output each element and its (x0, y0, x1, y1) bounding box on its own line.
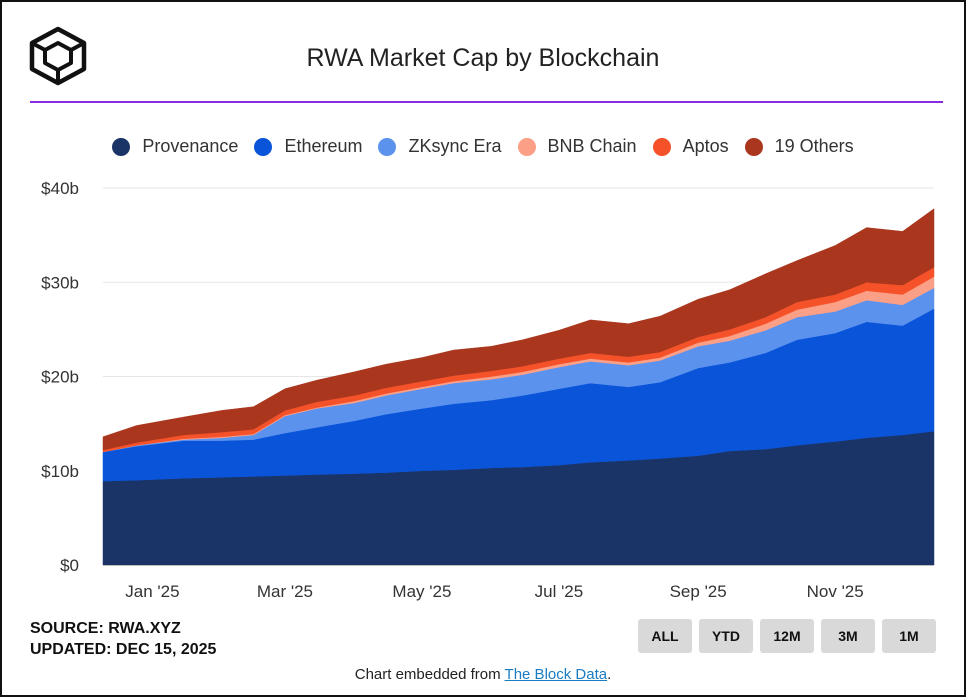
range-button-ytd[interactable]: YTD (699, 619, 753, 653)
x-tick-label: Jul '25 (535, 582, 584, 601)
source-label: SOURCE: RWA.XYZ (30, 620, 181, 637)
footer-prefix: Chart embedded from (354, 666, 505, 683)
legend-item-provenance[interactable]: Provenance (112, 136, 238, 157)
y-tick-label: $30b (41, 273, 79, 292)
legend-item-bnb-chain[interactable]: BNB Chain (517, 136, 637, 157)
legend-swatch (378, 137, 397, 156)
y-tick-label: $40b (41, 179, 79, 198)
legend-item-19-others[interactable]: 19 Others (744, 136, 854, 157)
y-tick-label: $0 (60, 556, 79, 575)
range-selector: ALL YTD 12M 3M 1M (638, 619, 943, 653)
legend-swatch (517, 137, 536, 156)
x-tick-label: May '25 (392, 582, 451, 601)
legend-swatch (112, 137, 131, 156)
x-tick-label: Nov '25 (807, 582, 864, 601)
source-info: SOURCE: RWA.XYZ UPDATED: DEC 15, 2025 (30, 618, 216, 660)
y-tick-label: $10b (41, 462, 79, 481)
legend-swatch (254, 137, 273, 156)
legend-label: BNB Chain (547, 136, 637, 156)
legend-swatch (652, 137, 671, 156)
range-button-3m[interactable]: 3M (821, 619, 875, 653)
legend-item-zksync-era[interactable]: ZKsync Era (378, 136, 502, 157)
range-button-1m[interactable]: 1M (882, 619, 936, 653)
the-block-data-link[interactable]: The Block Data (504, 666, 608, 683)
legend-item-aptos[interactable]: Aptos (652, 136, 729, 157)
x-tick-label: Jan '25 (125, 582, 179, 601)
title-divider (30, 101, 943, 103)
y-tick-label: $20b (41, 368, 79, 387)
the-block-logo-icon (29, 26, 87, 86)
legend-label: Ethereum (284, 136, 363, 156)
chart-title: RWA Market Cap by Blockchain (306, 44, 660, 72)
range-button-12m[interactable]: 12M (760, 619, 814, 653)
area-19-others (102, 208, 935, 451)
x-tick-label: Sep '25 (670, 582, 727, 601)
x-tick-label: Mar '25 (257, 582, 313, 601)
legend-item-ethereum[interactable]: Ethereum (254, 136, 362, 157)
updated-label: UPDATED: DEC 15, 2025 (30, 641, 217, 658)
legend-label: 19 Others (774, 136, 854, 156)
legend-label: Provenance (142, 136, 239, 156)
chart-legend: Provenance Ethereum ZKsync Era BNB Chain Apt… (2, 136, 964, 157)
embed-footer: Chart embedded from The Block Data. (2, 666, 964, 683)
legend-label: ZKsync Era (408, 136, 502, 156)
legend-swatch (744, 137, 763, 156)
range-button-all[interactable]: ALL (638, 619, 692, 653)
footer-suffix: . (607, 666, 612, 683)
legend-label: Aptos (682, 136, 729, 156)
